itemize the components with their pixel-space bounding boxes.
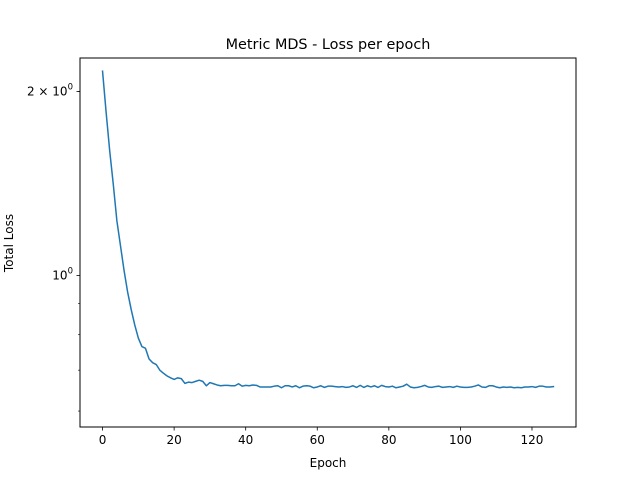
x-tick-label: 60 — [310, 433, 325, 447]
x-tick-label: 40 — [238, 433, 253, 447]
y-tick-coef: 2 × — [27, 85, 52, 99]
plot-frame — [79, 57, 577, 428]
loss-series-line — [101, 70, 555, 389]
plot-area — [79, 57, 577, 428]
y-tick-base: 10 — [52, 269, 67, 283]
y-tick-exponent: 0 — [68, 83, 73, 93]
x-axis-ticks: 0 20 40 60 80 100 120 — [99, 427, 544, 447]
y-axis-label: Total Loss — [2, 214, 16, 273]
chart-title: Metric MDS - Loss per epoch — [226, 37, 431, 53]
x-tick-label: 0 — [99, 433, 107, 447]
x-tick-label: 120 — [521, 433, 544, 447]
y-tick-exponent: 0 — [68, 267, 73, 277]
x-tick-label: 100 — [449, 433, 472, 447]
series-layer — [101, 70, 555, 389]
x-axis-label: Epoch — [310, 456, 347, 470]
y-tick-label: 2 × 100 — [27, 83, 73, 99]
y-tick-base: 10 — [52, 85, 67, 99]
y-tick-label: 100 — [52, 267, 73, 283]
x-tick-label: 20 — [166, 433, 181, 447]
x-tick-label: 80 — [381, 433, 396, 447]
